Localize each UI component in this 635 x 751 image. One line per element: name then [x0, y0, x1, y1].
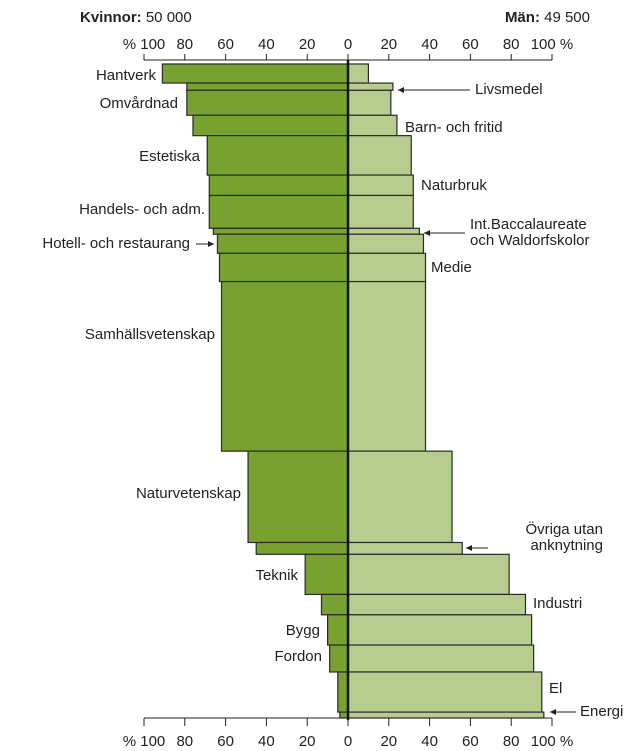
category-label: Livsmedel	[475, 81, 543, 98]
category-label: Industri	[533, 595, 582, 612]
category-label: Teknik	[255, 567, 298, 584]
x-tick-label: 60	[217, 36, 234, 53]
x-tick-label: 20	[380, 36, 397, 53]
category-label: El	[549, 680, 562, 697]
arrow-head	[398, 87, 404, 93]
bar-left	[337, 671, 349, 713]
x-tick-label: 80	[503, 733, 520, 750]
category-label: Naturbruk	[421, 177, 487, 194]
x-tick-label: 80	[503, 36, 520, 53]
x-tick-label: 40	[421, 36, 438, 53]
bar-right	[347, 227, 421, 235]
x-tick-label: % 100	[123, 36, 166, 53]
bar-left	[247, 450, 349, 544]
right-total: 49 500	[544, 9, 590, 26]
bar-left	[304, 553, 349, 596]
arrow-head	[424, 230, 430, 236]
category-label: Hotell- och restaurang	[42, 235, 190, 252]
x-tick-label: 20	[380, 733, 397, 750]
category-label: anknytning	[530, 537, 603, 554]
bar-left	[218, 252, 349, 283]
bar-right	[347, 233, 425, 254]
bar-right	[347, 280, 427, 452]
bar-right	[347, 194, 414, 229]
bar-left	[192, 114, 349, 137]
bar-right	[347, 711, 545, 719]
bar-right	[347, 671, 543, 713]
category-label: Estetiska	[139, 148, 201, 165]
bar-right	[347, 593, 527, 616]
x-tick-label: 60	[462, 733, 479, 750]
arrow-head	[550, 709, 556, 715]
category-label: Naturvetenskap	[136, 485, 241, 502]
x-tick-label: 80	[176, 733, 193, 750]
category-label: Barn- och fritid	[405, 119, 503, 136]
x-tick-label: 0	[344, 733, 352, 750]
bar-right	[347, 82, 394, 91]
category-label: Samhällsvetenskap	[85, 326, 215, 343]
bar-right	[347, 174, 414, 197]
arrow-head	[466, 545, 472, 551]
category-label: Omvårdnad	[100, 95, 178, 112]
category-label: och Waldorfskolor	[470, 232, 590, 249]
bar-left	[208, 174, 349, 197]
category-label: Hantverk	[96, 67, 157, 84]
arrow-head	[208, 241, 214, 247]
x-tick-label: 40	[258, 36, 275, 53]
bar-left	[329, 644, 349, 673]
bar-right	[347, 553, 510, 596]
bar-right	[347, 252, 427, 283]
x-tick-label: 100 %	[531, 733, 574, 750]
bar-left	[220, 280, 349, 452]
left-header: Kvinnor: 50 000	[80, 9, 192, 26]
category-label: Handels- och adm.	[79, 201, 205, 218]
bar-left	[161, 63, 349, 84]
x-tick-label: 60	[217, 733, 234, 750]
category-label: Energi	[580, 703, 623, 720]
bar-right	[347, 135, 412, 176]
bar-left	[216, 233, 349, 254]
category-label: Övriga utan	[525, 520, 603, 538]
bar-left	[186, 82, 349, 91]
bar-left	[327, 614, 349, 646]
bar-left	[255, 541, 349, 555]
category-label: Medie	[431, 259, 472, 276]
x-tick-label: 0	[344, 36, 352, 53]
x-tick-label: 60	[462, 36, 479, 53]
x-tick-label: 40	[258, 733, 275, 750]
x-tick-label: 20	[299, 36, 316, 53]
bar-right	[347, 614, 533, 646]
x-tick-label: 80	[176, 36, 193, 53]
bar-right	[347, 541, 463, 555]
bar-left	[212, 227, 349, 235]
bar-left	[186, 89, 349, 116]
bar-right	[347, 63, 369, 84]
category-label: Int.Baccalaureate	[470, 216, 587, 233]
bar-right	[347, 89, 392, 116]
bar-right	[347, 114, 398, 137]
left-total: 50 000	[146, 9, 192, 26]
bar-right	[347, 450, 453, 544]
right-name: Män:	[505, 9, 540, 26]
category-label: Fordon	[274, 648, 322, 665]
right-header: Män: 49 500	[505, 9, 590, 26]
bar-left	[208, 194, 349, 229]
x-tick-label: 20	[299, 733, 316, 750]
category-label: Bygg	[286, 622, 320, 639]
x-tick-label: % 100	[123, 733, 166, 750]
bar-left	[320, 593, 349, 616]
bar-right	[347, 644, 535, 673]
x-tick-label: 40	[421, 733, 438, 750]
bar-left	[206, 135, 349, 176]
x-tick-label: 100 %	[531, 36, 574, 53]
left-name: Kvinnor:	[80, 9, 142, 26]
